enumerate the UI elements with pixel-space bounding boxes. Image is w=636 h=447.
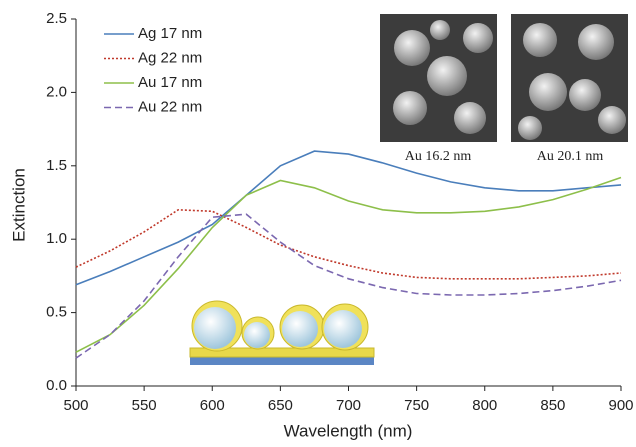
schematic	[189, 300, 375, 365]
series-line	[75, 150, 622, 286]
y-axis-title: Extinction	[9, 168, 28, 242]
inset-label: Au 20.1 nm	[537, 149, 604, 164]
x-tick-label: 850	[540, 397, 565, 414]
x-tick-label: 800	[472, 397, 497, 414]
sem-image-right	[511, 14, 628, 142]
y-tick-label: 0.0	[46, 377, 67, 394]
x-tick-label: 600	[200, 397, 225, 414]
sem-image-left	[380, 14, 497, 142]
x-tick-label: 900	[608, 397, 633, 414]
x-tick-label: 700	[336, 397, 361, 414]
y-tick-label: 1.5	[46, 157, 67, 174]
series-line	[75, 208, 622, 280]
inset-label: Au 16.2 nm	[405, 149, 472, 164]
legend-label: Au 17 nm	[138, 74, 202, 91]
y-tick-label: 1.0	[46, 230, 67, 247]
series-line	[75, 176, 622, 353]
legend-label: Ag 22 nm	[138, 49, 202, 66]
legend-label: Ag 17 nm	[138, 25, 202, 42]
x-tick-label: 500	[63, 397, 88, 414]
y-tick-label: 2.5	[46, 10, 67, 27]
x-tick-label: 750	[404, 397, 429, 414]
y-tick-label: 0.5	[46, 304, 67, 321]
y-tick-label: 2.0	[46, 83, 67, 100]
x-tick-label: 650	[268, 397, 293, 414]
legend-label: Au 22 nm	[138, 98, 202, 115]
series-line	[75, 213, 622, 359]
x-axis-title: Wavelength (nm)	[284, 421, 413, 440]
x-tick-label: 550	[132, 397, 157, 414]
